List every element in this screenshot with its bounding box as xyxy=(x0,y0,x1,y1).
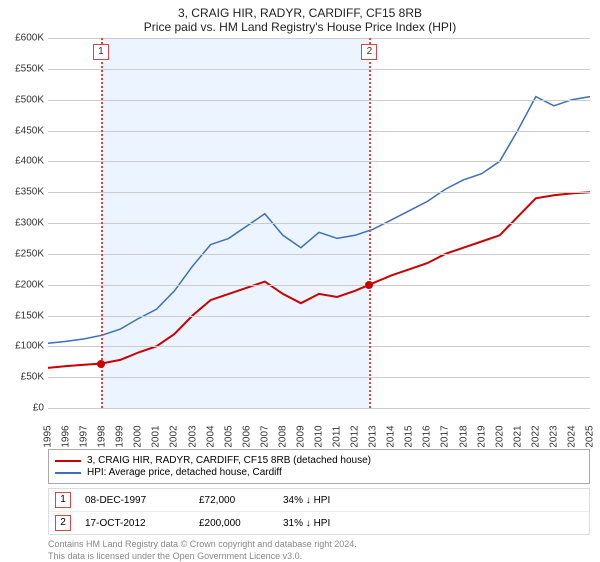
x-axis-tick: 2001 xyxy=(151,425,162,447)
x-axis-tick: 2019 xyxy=(476,425,487,447)
price-vs-hpi-chart: { "title_line1": "3, CRAIG HIR, RADYR, C… xyxy=(0,0,600,560)
series-line xyxy=(48,97,590,344)
x-axis-tick: 2013 xyxy=(368,425,379,447)
sale-row: 1 08-DEC-1997 £72,000 34% ↓ HPI xyxy=(49,489,589,511)
y-axis-tick: £300K xyxy=(0,218,44,229)
chart-titles: 3, CRAIG HIR, RADYR, CARDIFF, CF15 8RB P… xyxy=(0,0,600,34)
x-axis-tick: 2009 xyxy=(295,425,306,447)
y-axis-tick: £250K xyxy=(0,248,44,259)
sales-table: 1 08-DEC-1997 £72,000 34% ↓ HPI 2 17-OCT-2012… xyxy=(48,488,590,535)
sale-delta: 31% ↓ HPI xyxy=(283,518,330,529)
sale-number-box: 1 xyxy=(55,492,71,508)
footer-line-1: Contains HM Land Registry data © Crown c… xyxy=(48,539,590,551)
legend-label: 3, CRAIG HIR, RADYR, CARDIFF, CF15 8RB (… xyxy=(87,455,371,466)
sale-marker-dot xyxy=(365,281,373,289)
x-axis-tick: 2005 xyxy=(223,425,234,447)
sale-delta: 34% ↓ HPI xyxy=(283,495,330,506)
legend-label: HPI: Average price, detached house, Card… xyxy=(87,467,282,478)
legend-row: HPI: Average price, detached house, Card… xyxy=(55,467,583,478)
x-axis-tick: 2021 xyxy=(512,425,523,447)
sale-price: £72,000 xyxy=(199,495,269,506)
x-axis-tick: 2003 xyxy=(187,425,198,447)
sale-row: 2 17-OCT-2012 £200,000 31% ↓ HPI xyxy=(49,511,589,534)
x-axis-tick: 1998 xyxy=(97,425,108,447)
x-axis-tick: 2012 xyxy=(350,425,361,447)
x-axis-tick: 2018 xyxy=(458,425,469,447)
x-axis-tick: 2004 xyxy=(205,425,216,447)
chart-plot-area: £0£50K£100K£150K£200K£250K£300K£350K£400… xyxy=(48,38,590,409)
x-axis-tick: 2010 xyxy=(314,425,325,447)
footer-line-2: This data is licensed under the Open Gov… xyxy=(48,551,590,562)
y-axis-tick: £150K xyxy=(0,310,44,321)
event-vline xyxy=(369,38,371,408)
x-axis-tick: 2008 xyxy=(277,425,288,447)
x-axis-tick: 2022 xyxy=(530,425,541,447)
x-axis-tick: 2006 xyxy=(241,425,252,447)
sale-date: 17-OCT-2012 xyxy=(85,518,185,529)
y-axis-tick: £350K xyxy=(0,187,44,198)
x-axis-tick: 2015 xyxy=(404,425,415,447)
legend-row: 3, CRAIG HIR, RADYR, CARDIFF, CF15 8RB (… xyxy=(55,455,583,466)
event-vline xyxy=(101,38,103,408)
event-marker-box: 2 xyxy=(361,44,377,60)
y-axis-tick: £50K xyxy=(0,372,44,383)
event-marker-box: 1 xyxy=(93,44,109,60)
y-axis-tick: £0 xyxy=(0,403,44,414)
sale-price: £200,000 xyxy=(199,518,269,529)
x-axis-tick: 2014 xyxy=(386,425,397,447)
chart-legend: 3, CRAIG HIR, RADYR, CARDIFF, CF15 8RB (… xyxy=(48,449,590,484)
x-axis-tick: 2025 xyxy=(585,425,596,447)
x-axis-tick: 1999 xyxy=(115,425,126,447)
x-axis-tick: 2017 xyxy=(440,425,451,447)
title-line-2: Price paid vs. HM Land Registry's House … xyxy=(0,20,600,34)
y-axis-tick: £100K xyxy=(0,341,44,352)
x-axis-tick: 1997 xyxy=(79,425,90,447)
legend-swatch xyxy=(55,472,81,474)
y-axis-tick: £600K xyxy=(0,33,44,44)
y-axis-tick: £400K xyxy=(0,156,44,167)
x-axis-tick: 2011 xyxy=(332,426,343,448)
y-axis-tick: £200K xyxy=(0,279,44,290)
y-axis-tick: £500K xyxy=(0,94,44,105)
title-line-1: 3, CRAIG HIR, RADYR, CARDIFF, CF15 8RB xyxy=(0,6,600,20)
y-axis-tick: £450K xyxy=(0,125,44,136)
series-line xyxy=(48,192,590,368)
x-axis-tick: 2023 xyxy=(548,425,559,447)
x-axis-tick: 2007 xyxy=(259,425,270,447)
sale-marker-dot xyxy=(97,360,105,368)
legend-swatch xyxy=(55,460,81,462)
chart-footer: Contains HM Land Registry data © Crown c… xyxy=(48,539,590,562)
y-axis-tick: £550K xyxy=(0,63,44,74)
x-axis-tick: 1996 xyxy=(61,425,72,447)
x-axis-tick: 2024 xyxy=(566,425,577,447)
x-axis-tick: 2020 xyxy=(494,425,505,447)
x-axis-tick: 2000 xyxy=(133,425,144,447)
x-axis-tick: 1995 xyxy=(43,425,54,447)
x-axis-tick: 2002 xyxy=(169,425,180,447)
sale-date: 08-DEC-1997 xyxy=(85,495,185,506)
x-axis-tick: 2016 xyxy=(422,425,433,447)
sale-number-box: 2 xyxy=(55,515,71,531)
